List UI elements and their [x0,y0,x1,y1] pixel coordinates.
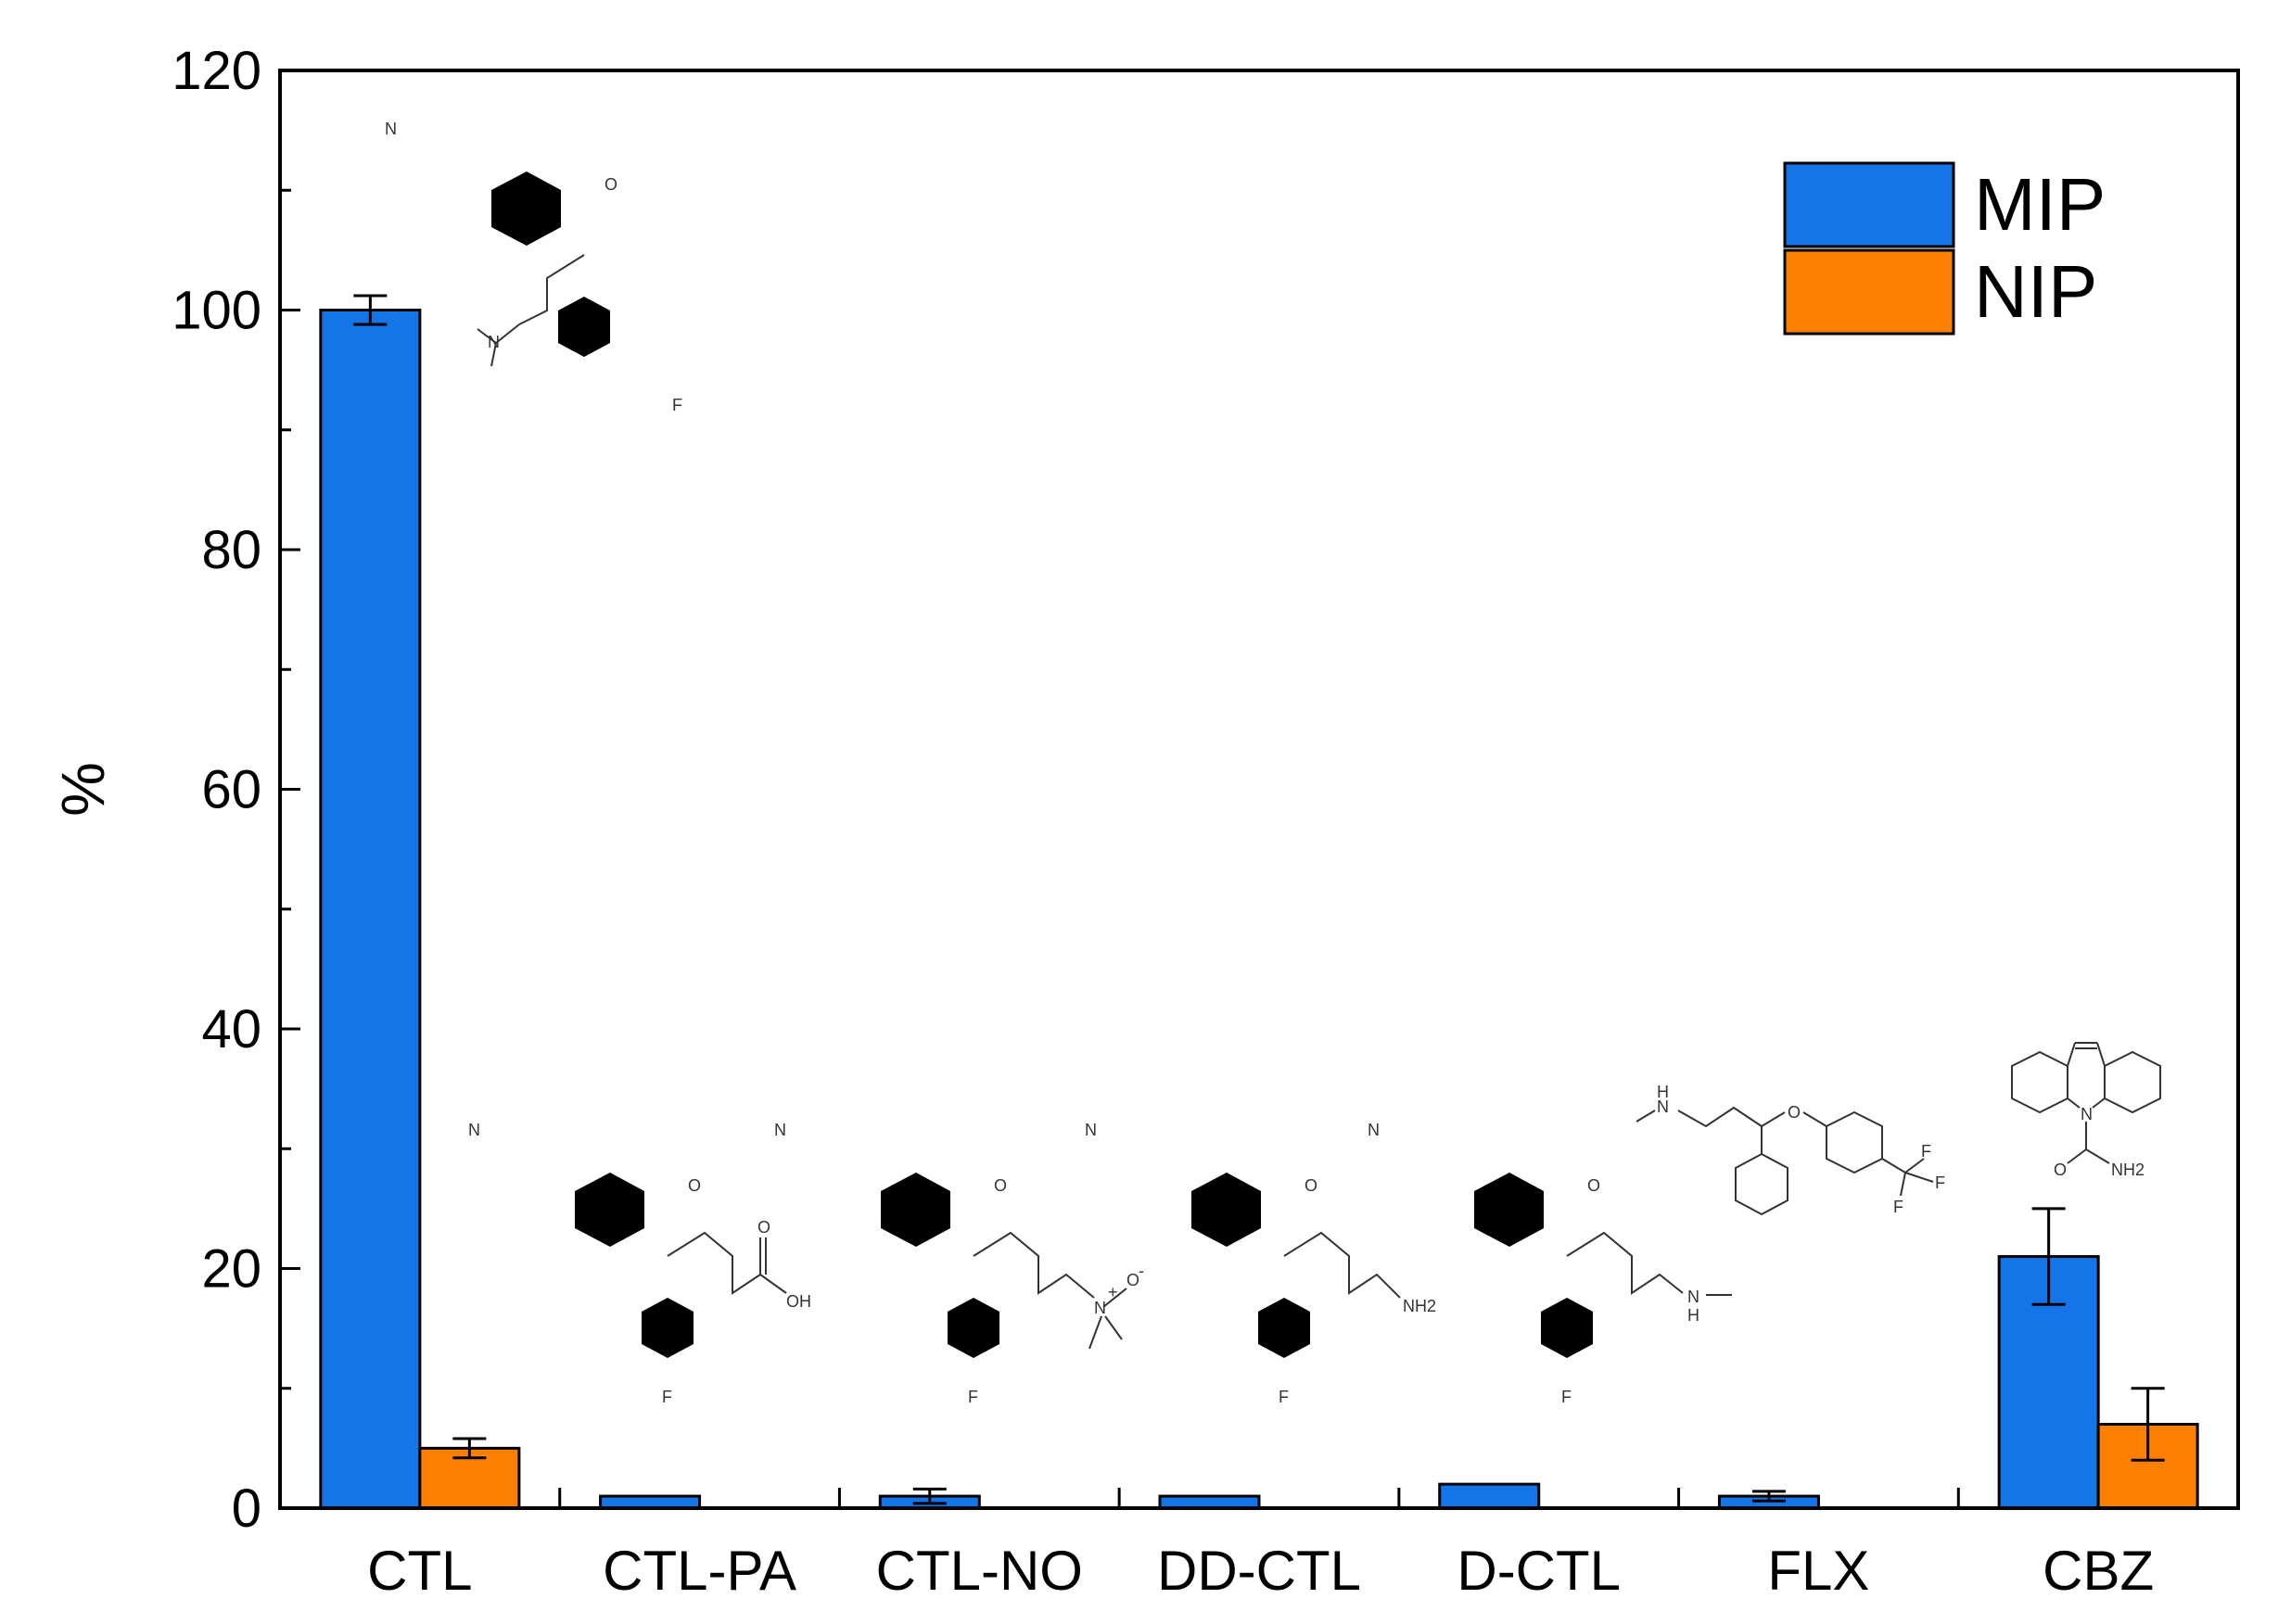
citalopram-n-oxide-structure-icon: NON+O-F [774,1121,1144,1406]
svg-text:H: H [1657,1083,1669,1101]
y-tick-label: 100 [172,281,261,341]
error-bar [2131,1387,2165,1462]
x-tick-label: D-CTL [1457,1540,1621,1602]
svg-text:N: N [2081,1105,2093,1123]
svg-text:F: F [1561,1388,1572,1406]
y-axis-label: % [48,762,117,817]
legend-swatch-mip [1783,161,1955,248]
svg-text:O: O [1587,1176,1600,1195]
svg-text:NH2: NH2 [1403,1297,1436,1315]
error-bar [2031,1207,2066,1306]
carbamazepine-structure-icon: N O NH2 [2011,1042,2161,1179]
svg-text:N: N [385,120,397,138]
x-tick-label: CTL [367,1540,472,1602]
svg-text:+: + [1108,1283,1118,1301]
svg-text:N: N [1657,1097,1669,1116]
svg-text:O: O [1126,1271,1139,1289]
svg-text:N: N [1687,1288,1699,1306]
y-tick-label: 120 [172,41,261,101]
error-bar [353,294,388,326]
svg-text:N: N [488,333,500,351]
legend-label-nip: NIP [1974,250,2097,333]
error-bar [912,1487,947,1505]
legend-swatch-nip [1783,248,1955,336]
x-tick-label: DD-CTL [1157,1540,1361,1602]
citalopram-propionic-acid-structure-icon: N O O OH F [468,1121,811,1406]
x-tick-label: CTL-NO [876,1540,1083,1602]
error-bar [452,1437,487,1460]
svg-text:O: O [1788,1103,1801,1122]
svg-text:N: N [1094,1299,1106,1317]
svg-text:F: F [968,1388,978,1406]
svg-text:F: F [672,396,682,414]
svg-text:N: N [774,1121,786,1139]
svg-text:F: F [1935,1174,1945,1192]
svg-text:N: N [1368,1121,1380,1139]
y-tick-label: 0 [232,1478,261,1539]
svg-text:F: F [1279,1388,1289,1406]
bar-mip-d-ctl [1438,1482,1541,1510]
svg-text:O: O [2054,1161,2067,1179]
svg-text:F: F [662,1388,672,1406]
plot-frame [278,69,2240,1510]
x-tick-label: CBZ [2043,1540,2154,1602]
svg-text:OH: OH [786,1292,811,1311]
svg-text:-: - [1139,1262,1144,1280]
y-tick-label: 20 [201,1239,261,1300]
y-tick-label: 60 [201,760,261,820]
svg-text:O: O [1305,1176,1317,1195]
x-tick-label: FLX [1767,1540,1869,1602]
svg-text:O: O [994,1176,1007,1195]
svg-text:NH2: NH2 [2111,1161,2145,1179]
x-tick-label: CTL-PA [603,1540,796,1602]
y-tick-label: 40 [201,999,261,1059]
svg-text:N: N [1085,1121,1097,1139]
y-tick-label: 80 [201,520,261,580]
citalopram-structure-icon: N O N F [385,120,682,414]
svg-text:O: O [757,1218,770,1237]
legend-label-mip: MIP [1974,163,2106,246]
svg-text:H: H [1687,1306,1699,1325]
svg-text:N: N [468,1121,480,1139]
didesmethylcitalopram-structure-icon: N O NH2 F [1085,1121,1436,1406]
svg-text:O: O [605,175,617,194]
svg-text:O: O [688,1176,701,1195]
svg-text:F: F [1921,1142,1931,1161]
svg-text:F: F [1893,1198,1903,1216]
error-bar [1751,1490,1786,1503]
bar-mip-ctl [319,309,422,1510]
